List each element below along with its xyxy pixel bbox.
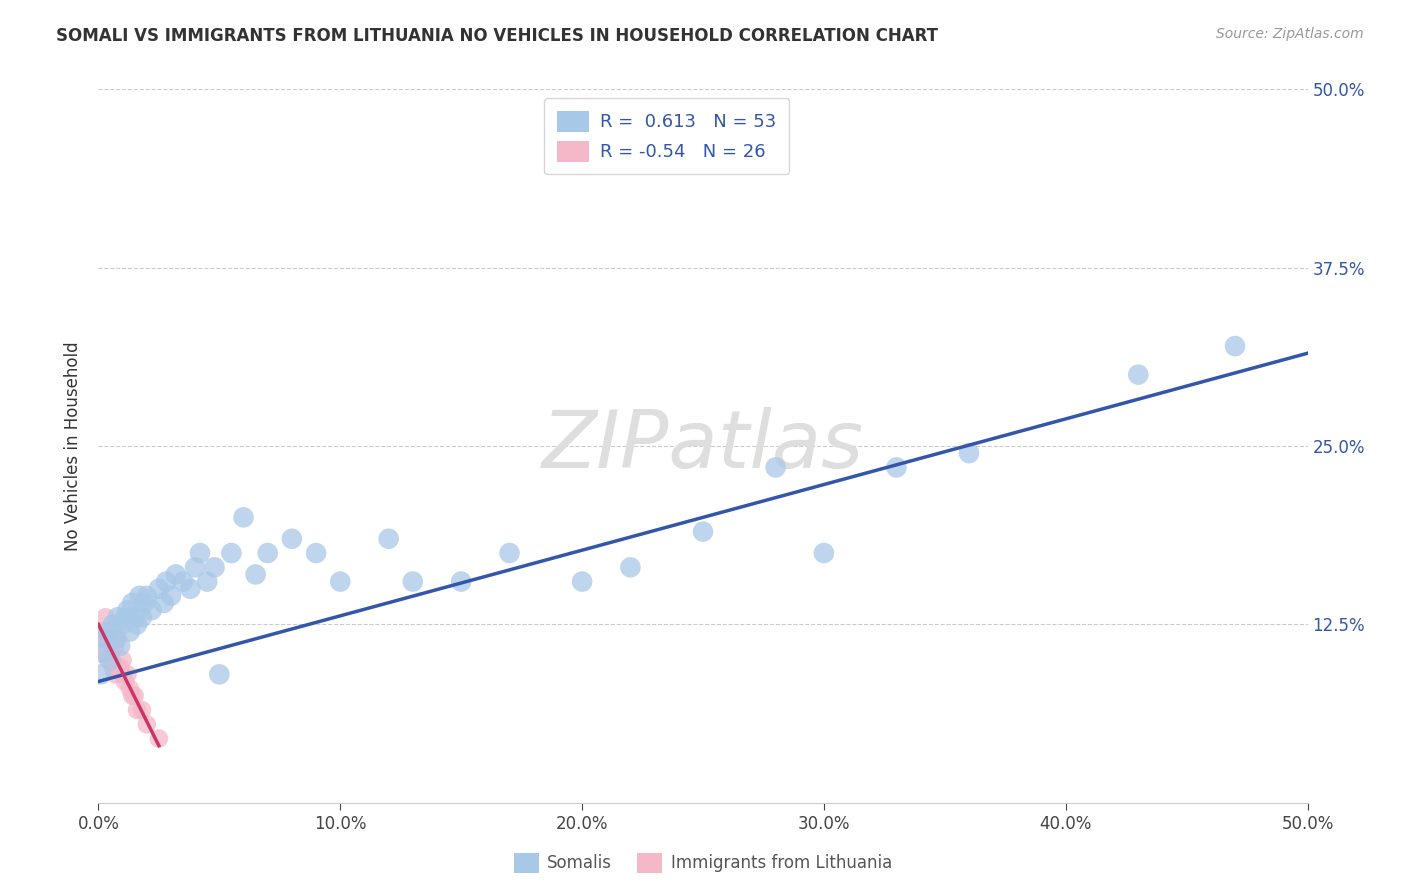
Point xyxy=(232,510,254,524)
Point xyxy=(101,617,124,632)
Point xyxy=(94,646,117,660)
Point xyxy=(117,603,139,617)
Point xyxy=(160,589,183,603)
Point xyxy=(1223,339,1246,353)
Point xyxy=(127,703,149,717)
Text: SOMALI VS IMMIGRANTS FROM LITHUANIA NO VEHICLES IN HOUSEHOLD CORRELATION CHART: SOMALI VS IMMIGRANTS FROM LITHUANIA NO V… xyxy=(56,27,938,45)
Point xyxy=(165,567,187,582)
Point xyxy=(111,617,134,632)
Point xyxy=(121,689,143,703)
Point xyxy=(104,639,127,653)
Point xyxy=(221,546,243,560)
Point xyxy=(114,610,136,624)
Point xyxy=(450,574,472,589)
Point xyxy=(179,582,201,596)
Text: Source: ZipAtlas.com: Source: ZipAtlas.com xyxy=(1216,27,1364,41)
Point xyxy=(402,574,425,589)
Point xyxy=(131,703,153,717)
Y-axis label: No Vehicles in Household: No Vehicles in Household xyxy=(65,341,83,551)
Point xyxy=(148,731,170,746)
Point xyxy=(107,610,129,624)
Point xyxy=(619,560,641,574)
Point xyxy=(90,667,112,681)
Point xyxy=(114,674,136,689)
Point xyxy=(245,567,267,582)
Point xyxy=(377,532,399,546)
Point xyxy=(94,632,117,646)
Point xyxy=(131,610,153,624)
Legend: R =  0.613   N = 53, R = -0.54   N = 26: R = 0.613 N = 53, R = -0.54 N = 26 xyxy=(544,98,789,174)
Point xyxy=(692,524,714,539)
Point xyxy=(127,617,149,632)
Point xyxy=(111,667,134,681)
Point xyxy=(124,689,146,703)
Point xyxy=(97,632,120,646)
Point xyxy=(571,574,593,589)
Point xyxy=(118,681,141,696)
Point xyxy=(135,717,157,731)
Point xyxy=(100,624,122,639)
Point xyxy=(128,589,150,603)
Point xyxy=(281,532,304,546)
Point xyxy=(184,560,207,574)
Point xyxy=(208,667,231,681)
Point xyxy=(195,574,218,589)
Point xyxy=(101,632,124,646)
Point xyxy=(134,596,156,610)
Point xyxy=(765,460,787,475)
Point xyxy=(172,574,194,589)
Point xyxy=(141,603,163,617)
Point xyxy=(100,646,122,660)
Point xyxy=(108,660,131,674)
Point xyxy=(100,653,122,667)
Point xyxy=(305,546,328,560)
Point xyxy=(124,610,146,624)
Point xyxy=(121,596,143,610)
Point xyxy=(91,646,114,660)
Point xyxy=(155,574,177,589)
Point xyxy=(813,546,835,560)
Point xyxy=(329,574,352,589)
Point xyxy=(90,624,112,639)
Text: ZIPatlas: ZIPatlas xyxy=(541,407,865,485)
Point xyxy=(135,589,157,603)
Point xyxy=(1128,368,1150,382)
Point xyxy=(152,596,174,610)
Point xyxy=(148,582,170,596)
Point xyxy=(111,653,134,667)
Point xyxy=(94,610,117,624)
Point xyxy=(204,560,226,574)
Point xyxy=(188,546,211,560)
Point xyxy=(107,660,129,674)
Point xyxy=(117,667,139,681)
Point xyxy=(108,639,131,653)
Point xyxy=(107,632,129,646)
Point xyxy=(118,624,141,639)
Point xyxy=(104,632,127,646)
Point xyxy=(104,667,127,681)
Legend: Somalis, Immigrants from Lithuania: Somalis, Immigrants from Lithuania xyxy=(508,847,898,880)
Point xyxy=(91,632,114,646)
Point xyxy=(97,624,120,639)
Point xyxy=(886,460,908,475)
Point xyxy=(957,446,980,460)
Point xyxy=(97,653,120,667)
Point xyxy=(101,660,124,674)
Point xyxy=(256,546,278,560)
Point xyxy=(498,546,520,560)
